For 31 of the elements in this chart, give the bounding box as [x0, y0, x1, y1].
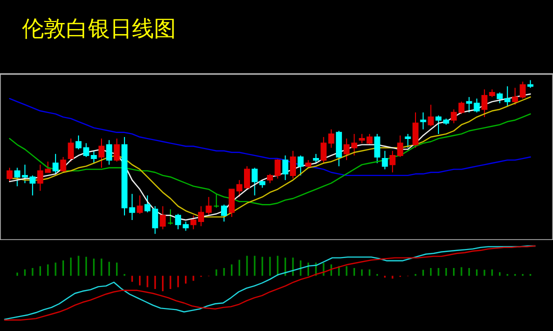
- candlestick: [44, 161, 51, 173]
- candlestick: [474, 98, 480, 113]
- candlestick: [412, 112, 419, 148]
- candlestick: [37, 164, 44, 192]
- candlestick: [106, 140, 112, 166]
- candlestick: [282, 154, 288, 181]
- candlestick: [466, 96, 472, 113]
- candlestick: [320, 136, 327, 164]
- candlestick: [404, 133, 411, 148]
- candlestick: [312, 153, 319, 164]
- candlestick: [252, 167, 258, 196]
- candlestick: [420, 112, 426, 130]
- chart-title: 伦敦白银日线图: [22, 17, 176, 42]
- candlestick: [6, 167, 13, 182]
- candlestick: [136, 194, 143, 214]
- candlestick: [167, 208, 174, 226]
- candlestick: [114, 138, 120, 162]
- candlestick: [374, 133, 380, 164]
- candlestick: [221, 204, 228, 222]
- candlestick: [298, 154, 304, 176]
- candlestick: [328, 128, 334, 148]
- candlestick: [228, 188, 235, 218]
- candlestick: [160, 206, 166, 230]
- candlestick: [60, 156, 66, 173]
- candlestick: [382, 150, 388, 170]
- candlestick: [98, 138, 104, 168]
- candlestick: [90, 150, 97, 164]
- candlestick: [290, 150, 296, 180]
- candlestick: [68, 138, 74, 162]
- candlestick: [428, 104, 434, 127]
- candlestick: [52, 153, 59, 174]
